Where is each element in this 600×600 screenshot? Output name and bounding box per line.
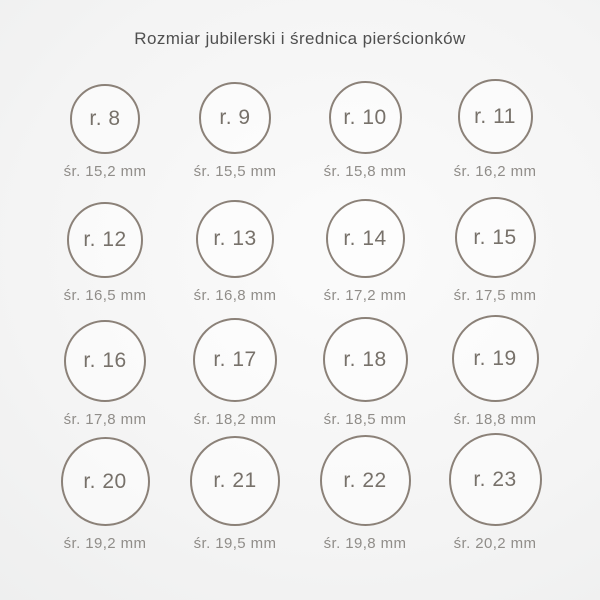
ring-diameter-label: śr. 15,2 mm — [63, 163, 147, 180]
ring-size-item: r. 10 śr. 15,8 mm — [300, 80, 430, 204]
ring-size-label: r. 9 — [219, 106, 251, 129]
ring-diameter-label: śr. 15,8 mm — [323, 163, 407, 180]
ring-circle: r. 11 — [457, 79, 533, 154]
ring-size-label: r. 15 — [473, 225, 517, 249]
ring-diameter-label: śr. 17,2 mm — [323, 287, 407, 304]
ring-size-label: r. 17 — [213, 348, 257, 371]
ring-size-item: r. 23 śr. 20,2 mm — [430, 433, 560, 576]
ring-size-label: r. 18 — [343, 347, 387, 371]
ring-diameter-label: śr. 19,2 mm — [63, 535, 147, 552]
ring-circle: r. 13 — [196, 200, 274, 278]
ring-size-label: r. 13 — [213, 227, 257, 250]
ring-circle: r. 10 — [328, 81, 402, 154]
ring-size-label: r. 14 — [343, 226, 387, 250]
ring-size-label: r. 10 — [343, 105, 387, 129]
ring-size-item: r. 18 śr. 18,5 mm — [300, 317, 430, 452]
ring-size-item: r. 17 śr. 18,2 mm — [170, 318, 300, 452]
ring-size-label: r. 8 — [89, 107, 121, 130]
ring-diameter-label: śr. 19,8 mm — [323, 535, 407, 552]
ring-diameter-label: śr. 16,8 mm — [193, 287, 277, 304]
ring-circle: r. 19 — [451, 315, 539, 402]
ring-size-label: r. 11 — [474, 104, 516, 128]
ring-circle: r. 15 — [454, 197, 536, 278]
ring-size-label: r. 22 — [343, 468, 387, 492]
ring-circle: r. 14 — [325, 199, 405, 278]
ring-circle: r. 18 — [322, 317, 408, 402]
ring-size-item: r. 11 śr. 16,2 mm — [430, 79, 560, 204]
ring-diameter-label: śr. 19,5 mm — [193, 535, 277, 552]
ring-size-label: r. 12 — [83, 228, 127, 251]
ring-size-item: r. 14 śr. 17,2 mm — [300, 199, 430, 328]
ring-size-item: r. 16 śr. 17,8 mm — [40, 320, 170, 452]
ring-circle: r. 8 — [70, 84, 140, 154]
ring-circle: r. 16 — [64, 320, 146, 402]
ring-size-item: r. 15 śr. 17,5 mm — [430, 197, 560, 328]
ring-circle: r. 9 — [199, 82, 271, 154]
ring-diameter-label: śr. 18,2 mm — [193, 411, 277, 428]
ring-diameter-label: śr. 16,2 mm — [453, 163, 537, 180]
ring-diameter-label: śr. 17,5 mm — [453, 287, 537, 304]
ring-size-label: r. 23 — [473, 467, 517, 491]
ring-size-item: r. 9 śr. 15,5 mm — [170, 80, 300, 204]
ring-size-item: r. 8 śr. 15,2 mm — [40, 80, 170, 204]
ring-circle: r. 22 — [319, 435, 411, 526]
ring-circle: r. 23 — [448, 433, 542, 526]
ring-circle: r. 20 — [60, 437, 150, 526]
ring-size-label: r. 21 — [213, 469, 257, 492]
ring-diameter-label: śr. 16,5 mm — [63, 287, 147, 304]
ring-circle: r. 21 — [190, 436, 280, 526]
ring-diameter-label: śr. 15,5 mm — [193, 163, 277, 180]
ring-size-item: r. 13 śr. 16,8 mm — [170, 200, 300, 328]
ring-size-item: r. 21 śr. 19,5 mm — [170, 436, 300, 576]
ring-circle: r. 12 — [67, 202, 143, 278]
ring-diameter-label: śr. 18,5 mm — [323, 411, 407, 428]
ring-diameter-label: śr. 18,8 mm — [453, 411, 537, 428]
ring-size-item: r. 22 śr. 19,8 mm — [300, 435, 430, 576]
ring-grid: r. 8 śr. 15,2 mm r. 9 śr. 15,5 mm r. 10 śr. 1… — [40, 79, 560, 576]
ring-size-label: r. 19 — [473, 346, 517, 370]
ring-size-label: r. 16 — [83, 349, 127, 372]
ring-size-item: r. 12 śr. 16,5 mm — [40, 202, 170, 328]
ring-circle: r. 17 — [193, 318, 277, 402]
ring-diameter-label: śr. 20,2 mm — [453, 535, 537, 552]
ring-diameter-label: śr. 17,8 mm — [63, 411, 147, 428]
ring-size-item: r. 20 śr. 19,2 mm — [40, 437, 170, 576]
ring-size-label: r. 20 — [83, 469, 127, 493]
ring-size-item: r. 19 śr. 18,8 mm — [430, 315, 560, 452]
page-title: Rozmiar jubilerski i średnica pierścionk… — [134, 29, 466, 48]
